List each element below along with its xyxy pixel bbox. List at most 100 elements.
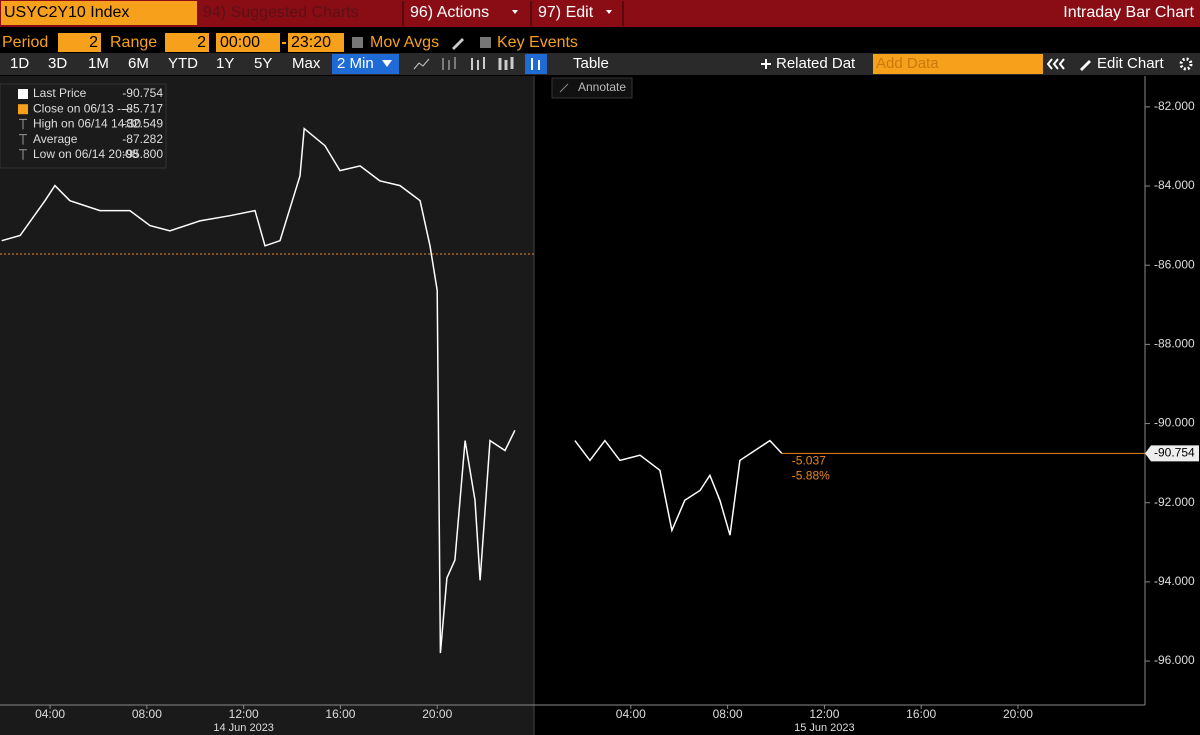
range-value[interactable]: 2 xyxy=(197,34,206,51)
period-value[interactable]: 2 xyxy=(89,34,98,51)
interval[interactable]: 2 Min xyxy=(337,55,374,72)
range-button[interactable]: 6M xyxy=(128,55,149,72)
range-button[interactable]: YTD xyxy=(168,55,198,72)
dash xyxy=(282,42,286,44)
add-data[interactable]: Add Data xyxy=(876,55,939,72)
x-tick-label: 20:00 xyxy=(1003,707,1033,721)
range-label: Range xyxy=(110,34,157,51)
legend-label: Close on 06/13 ---- xyxy=(33,101,133,115)
bar-icon[interactable] xyxy=(442,57,456,70)
table-button[interactable]: Table xyxy=(573,55,609,72)
selected-chart-icon[interactable] xyxy=(525,54,547,74)
dropdown-arrow xyxy=(512,10,518,14)
menu[interactable]: 96) Actions xyxy=(410,4,489,21)
annotate-icon xyxy=(559,83,569,93)
x-tick-label: 12:00 xyxy=(809,707,839,721)
date-label: 14 Jun 2023 xyxy=(213,722,274,734)
to-field[interactable] xyxy=(288,33,344,52)
range-buttons: 1D 3D 1M 6M YTD 1Y 5Y Max xyxy=(10,55,321,72)
change-pct: -5.88% xyxy=(792,469,830,483)
interval-button[interactable] xyxy=(332,54,399,74)
legend-label: Low on 06/14 20:08 xyxy=(33,147,139,161)
change: -5.037 xyxy=(792,454,826,468)
price-line xyxy=(1,127,783,654)
date-label: 15 Jun 2023 xyxy=(794,722,855,734)
y-tick-label: -92.000 xyxy=(1154,495,1195,509)
x-tick-label: 20:00 xyxy=(422,707,452,721)
add-data-field[interactable] xyxy=(873,54,1043,74)
legend-icon xyxy=(19,118,27,130)
menu[interactable]: 94) Suggested Charts xyxy=(203,4,359,21)
separator xyxy=(622,1,624,26)
plus-icon xyxy=(761,59,771,69)
range-button[interactable]: 1M xyxy=(88,55,109,72)
pencil-icon[interactable] xyxy=(452,38,464,50)
range-button[interactable]: 1Y xyxy=(216,55,234,72)
from-time[interactable]: 00:00 xyxy=(220,34,260,51)
y-tick-label: -86.000 xyxy=(1154,257,1195,271)
top-bar xyxy=(0,0,1200,27)
y-tick-label: -90.000 xyxy=(1154,416,1195,430)
candle-icon[interactable] xyxy=(471,57,485,70)
annotate-button[interactable] xyxy=(551,77,633,99)
legend-label: High on 06/14 14:30 xyxy=(33,117,141,131)
checkbox[interactable] xyxy=(352,37,363,48)
legend-value: -90.754 xyxy=(122,86,163,100)
y-tick-label: -84.000 xyxy=(1154,178,1195,192)
legend-icon xyxy=(19,134,27,145)
x-tick-label: 16:00 xyxy=(325,707,355,721)
x-tick-label: 16:00 xyxy=(906,707,936,721)
y-tick-label: -82.000 xyxy=(1154,99,1195,113)
legend-value: -82.549 xyxy=(122,117,163,131)
gear-icon[interactable] xyxy=(1179,57,1193,71)
last-price-label: -90.754 xyxy=(1154,446,1195,460)
x-tick-label: 08:00 xyxy=(132,707,162,721)
legend-value: -87.282 xyxy=(122,132,163,146)
dropdown-arrow xyxy=(382,60,392,67)
mov-avgs[interactable]: Mov Avgs xyxy=(370,34,439,51)
icon xyxy=(531,58,540,70)
range-button[interactable]: 5Y xyxy=(254,55,272,72)
y-tick-label: -88.000 xyxy=(1154,337,1195,351)
legend-value: -85.717 xyxy=(122,101,163,115)
y-tick-label: -96.000 xyxy=(1154,653,1195,667)
x-tick-label: 12:00 xyxy=(229,707,259,721)
period-label: Period xyxy=(2,34,48,51)
range-field[interactable] xyxy=(165,33,209,52)
range-button[interactable]: 3D xyxy=(48,55,67,72)
pencil-icon xyxy=(1080,60,1091,71)
edit-chart[interactable]: Edit Chart xyxy=(1097,55,1165,72)
ohlc-icon[interactable] xyxy=(498,57,514,70)
from-field[interactable] xyxy=(216,33,280,52)
menu[interactable]: 97) Edit xyxy=(538,4,594,21)
range-button[interactable]: Max xyxy=(292,55,321,72)
related-data[interactable]: Related Dat xyxy=(776,55,856,72)
ticker-box[interactable] xyxy=(1,1,197,25)
annotate[interactable]: Annotate xyxy=(578,80,626,94)
range-button[interactable]: 1D xyxy=(10,55,29,72)
legend-label: Average xyxy=(33,132,78,146)
window-title: Intraday Bar Chart xyxy=(1063,4,1194,21)
collapse-icon[interactable] xyxy=(1046,58,1065,70)
period-field[interactable] xyxy=(58,33,101,52)
x-tick-label: 04:00 xyxy=(616,707,646,721)
legend-value: -95.800 xyxy=(122,147,163,161)
y-tick-label: -94.000 xyxy=(1154,574,1195,588)
dropdown-arrow xyxy=(606,10,612,14)
ticker[interactable]: USYC2Y10 Index xyxy=(4,4,129,21)
last-price-tag xyxy=(1145,445,1199,462)
line-icon[interactable] xyxy=(413,58,430,70)
legend-swatch xyxy=(18,89,28,99)
key-events[interactable]: Key Events xyxy=(497,34,578,51)
plot: -82.000 -84.000 -86.000 -88.000 -90.000 -92.0… xyxy=(0,76,1199,735)
checkbox[interactable] xyxy=(480,37,491,48)
legend-label: Last Price xyxy=(33,86,87,100)
x-tick-label: 04:00 xyxy=(35,707,65,721)
legend-icon xyxy=(19,149,27,160)
legend-swatch xyxy=(18,104,28,115)
to-time[interactable]: 23:20 xyxy=(291,34,331,51)
